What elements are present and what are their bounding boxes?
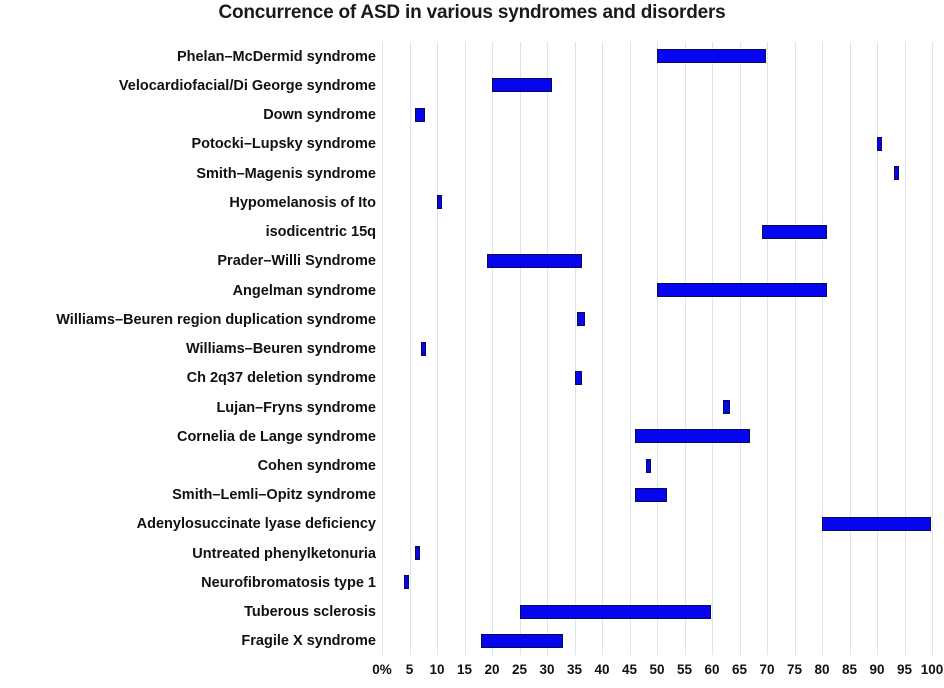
range-bar xyxy=(657,49,766,64)
range-bar xyxy=(519,604,711,619)
range-bar xyxy=(893,166,899,181)
category-label: Williams–Beuren region duplication syndr… xyxy=(56,311,376,328)
category-label: Williams–Beuren syndrome xyxy=(185,341,376,357)
gridline-35 xyxy=(574,42,576,655)
range-bar xyxy=(877,136,882,151)
range-bar xyxy=(635,487,667,502)
gridline-5 xyxy=(409,42,411,655)
range-bar xyxy=(481,633,563,648)
x-tick-label: 35 xyxy=(566,662,583,677)
gridline-45 xyxy=(629,42,631,655)
category-label: Adenylosuccinate lyase deficiency xyxy=(136,516,376,533)
gridline-50 xyxy=(657,42,658,655)
category-label: Angelman syndrome xyxy=(232,282,376,299)
gridline-30 xyxy=(547,42,548,655)
range-bar xyxy=(723,400,731,414)
gridline-25 xyxy=(519,42,521,655)
category-label: Lujan–Fryns syndrome xyxy=(216,399,376,416)
gridline-10 xyxy=(437,42,438,655)
category-label: Neurofibromatosis type 1 xyxy=(201,574,376,591)
gridline-85 xyxy=(849,42,851,655)
range-bar xyxy=(404,575,409,590)
gridline-95 xyxy=(904,42,906,655)
x-tick-label: 40 xyxy=(594,662,610,677)
x-tick-label: 50 xyxy=(649,662,665,677)
gridline-100 xyxy=(932,42,933,655)
category-label: Ch 2q37 deletion syndrome xyxy=(186,370,376,387)
category-label: Cohen syndrome xyxy=(257,458,376,474)
category-label: Velocardiofacial/Di George syndrome xyxy=(118,77,376,94)
x-tick-label: 95 xyxy=(896,662,913,677)
category-label: Smith–Magenis syndrome xyxy=(196,165,376,182)
range-bar xyxy=(574,370,582,385)
x-tick-label: 70 xyxy=(759,662,775,677)
gridline-80 xyxy=(822,42,823,655)
category-label: Phelan–McDermid syndrome xyxy=(176,48,376,65)
category-label: isodicentric 15q xyxy=(265,224,376,240)
range-bar xyxy=(415,107,425,122)
x-tick-label: 80 xyxy=(814,662,830,677)
gridline-70 xyxy=(767,42,768,655)
x-tick-label: 100 xyxy=(920,662,944,677)
gridline-65 xyxy=(739,42,741,655)
category-label: Tuberous sclerosis xyxy=(244,604,376,621)
gridline-90 xyxy=(877,42,878,655)
x-tick-label: 85 xyxy=(841,662,858,677)
range-bar xyxy=(657,283,827,297)
gridline-75 xyxy=(794,42,796,655)
range-bar xyxy=(486,253,582,268)
x-tick-label: 20 xyxy=(484,662,500,677)
x-tick-label: 75 xyxy=(786,662,803,677)
x-tick-label: 30 xyxy=(539,662,555,677)
category-label: Down syndrome xyxy=(263,107,376,124)
chart-title: Concurrence of ASD in various syndromes … xyxy=(218,2,726,23)
gridline-55 xyxy=(684,42,686,655)
range-bar xyxy=(415,546,420,561)
x-tick-label: 25 xyxy=(511,662,528,677)
category-label: Potocki–Lupsky syndrome xyxy=(191,136,376,153)
x-tick-label: 15 xyxy=(456,662,473,677)
category-label: Untreated phenylketonuria xyxy=(192,545,376,562)
category-label: Fragile X syndrome xyxy=(241,633,376,650)
gridline-40 xyxy=(602,42,603,655)
x-tick-label: 55 xyxy=(676,662,693,677)
category-label: Hypomelanosis of Ito xyxy=(229,194,376,211)
gridline-60 xyxy=(712,42,713,655)
range-bar xyxy=(437,195,442,210)
range-bar xyxy=(420,341,426,356)
range-bar xyxy=(635,429,750,444)
x-tick-label: 0% xyxy=(372,662,392,677)
range-bar xyxy=(577,312,585,327)
range-bar xyxy=(492,78,552,93)
category-label: Smith–Lemli–Opitz syndrome xyxy=(172,487,376,504)
category-label: Prader–Willi Syndrome xyxy=(217,253,376,270)
x-tick-label: 10 xyxy=(429,662,445,677)
x-tick-label: 65 xyxy=(731,662,748,677)
gridline-15 xyxy=(464,42,466,655)
x-tick-label: 45 xyxy=(621,662,638,677)
range-bar xyxy=(646,458,651,473)
gridline-20 xyxy=(492,42,493,655)
category-label: Cornelia de Lange syndrome xyxy=(176,428,376,445)
range-bar xyxy=(761,224,827,239)
x-tick-label: 60 xyxy=(704,662,720,677)
x-tick-label: 90 xyxy=(869,662,885,677)
x-tick-label: 5 xyxy=(405,662,414,677)
gridline-0 xyxy=(382,42,383,655)
range-bar xyxy=(822,516,931,531)
